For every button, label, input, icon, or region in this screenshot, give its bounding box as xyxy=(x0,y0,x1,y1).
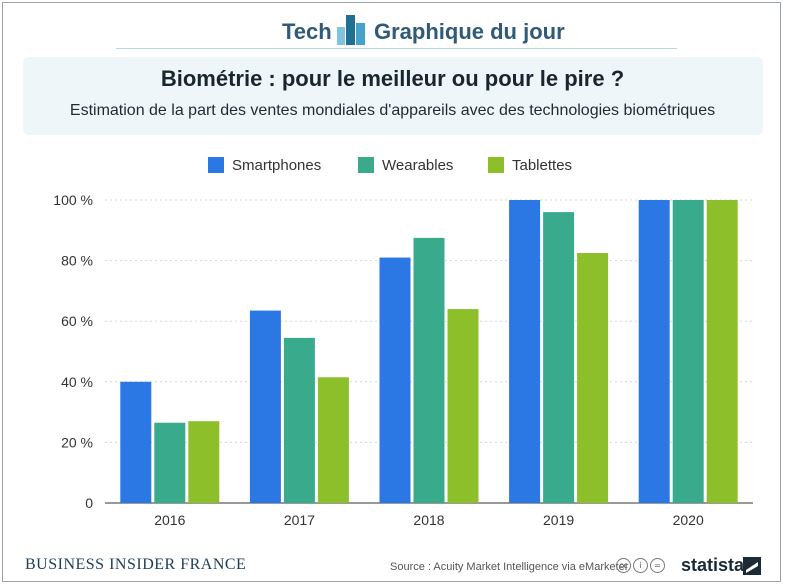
bar-tablettes-2017 xyxy=(317,377,349,503)
statista-brand: statista xyxy=(681,555,745,575)
bar-wearables-2018 xyxy=(413,237,445,503)
bar-chart: 0 20 % 40 % 60 % 80 % 100 % 2016 2017 2018 2019 20… xyxy=(53,192,753,528)
bar-tablettes-2018 xyxy=(447,309,479,503)
bar-wearables-2020 xyxy=(672,200,704,503)
y-tick-label: 80 % xyxy=(61,253,93,269)
bar-tablettes-2019 xyxy=(577,253,609,503)
statista-logo-icon xyxy=(743,557,761,575)
bar-smartphones-2016 xyxy=(120,381,152,503)
x-tick-label: 2017 xyxy=(284,512,315,528)
x-tick-label: 2019 xyxy=(543,512,574,528)
legend-swatch-tablettes xyxy=(488,157,504,173)
x-tick-label: 2018 xyxy=(413,512,444,528)
bar-wearables-2019 xyxy=(543,212,575,503)
bar-wearables-2017 xyxy=(283,337,315,503)
bar-smartphones-2019 xyxy=(509,200,541,503)
bar-tablettes-2020 xyxy=(706,200,738,503)
bar-smartphones-2017 xyxy=(249,310,281,503)
header-left-label: Tech xyxy=(282,19,332,44)
no-derivatives-icon: = xyxy=(650,558,665,573)
legend-label-tablettes: Tablettes xyxy=(512,156,573,174)
legend-label-smartphones: Smartphones xyxy=(232,156,322,174)
header-divider xyxy=(116,48,677,49)
cc-icon: cc xyxy=(616,558,631,573)
x-tick-label: 2016 xyxy=(154,512,185,528)
legend-swatch-wearables xyxy=(358,157,374,173)
y-tick-label: 20 % xyxy=(61,434,93,450)
bar-tablettes-2016 xyxy=(188,421,220,503)
legend-item-smartphones: Smartphones xyxy=(208,155,321,175)
bar-wearables-2016 xyxy=(154,422,186,503)
y-tick-label: 100 % xyxy=(53,192,93,208)
chart-subtitle: Estimation de la part des ventes mondial… xyxy=(69,102,716,119)
bar-smartphones-2020 xyxy=(638,200,670,503)
y-tick-label: 40 % xyxy=(61,374,93,390)
source-note: Source : Acuity Market Intelligence via … xyxy=(390,561,629,573)
legend-swatch-smartphones xyxy=(208,157,224,173)
legend-item-wearables: Wearables xyxy=(358,155,453,175)
title-band xyxy=(23,57,763,135)
attribution-icon: i xyxy=(633,558,648,573)
publisher-logo: BUSINESS INSIDER FRANCE xyxy=(25,556,247,573)
chart-legend: Smartphones Wearables Tablettes xyxy=(3,155,782,177)
bar-chart-logo-icon xyxy=(337,15,365,45)
chart-title: Biométrie : pour le meilleur ou pour le … xyxy=(160,66,625,91)
legend-item-tablettes: Tablettes xyxy=(488,155,572,175)
header-bar: Tech Graphique du jour xyxy=(3,11,780,51)
header-right-label: Graphique du jour xyxy=(374,19,565,44)
bar-smartphones-2018 xyxy=(379,257,411,503)
y-tick-label: 0 xyxy=(85,495,93,511)
x-tick-label: 2020 xyxy=(673,512,704,528)
license-icons: cc i = xyxy=(616,558,665,573)
legend-label-wearables: Wearables xyxy=(382,156,454,174)
y-tick-label: 60 % xyxy=(61,313,93,329)
